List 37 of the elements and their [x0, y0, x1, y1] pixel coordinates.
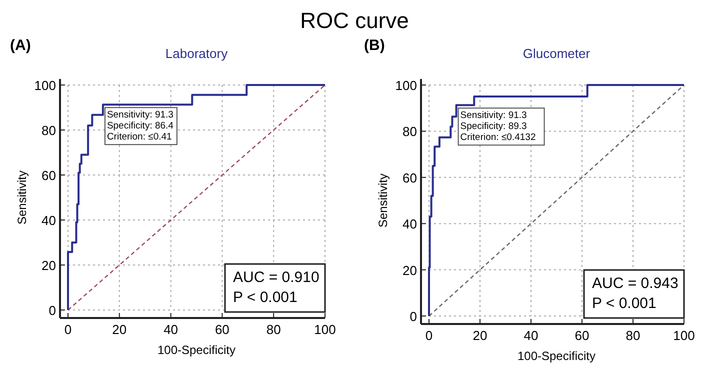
chart-subtitle: Glucometer [522, 46, 591, 61]
annotation: AUC = 0.910 P < 0.001 [233, 269, 320, 306]
x-tick-label: 60 [214, 322, 230, 337]
chart-title: ROC curve [300, 8, 409, 33]
x-tick-label: 0 [64, 322, 72, 337]
x-tick-label: 80 [266, 322, 281, 337]
y-tick-label: 60 [42, 168, 56, 183]
chart-subtitle: Laboratory [165, 46, 228, 61]
y-tick-label: 40 [42, 213, 56, 228]
x-tick-label: 100 [314, 322, 336, 337]
x-axis-title: 100-Specificity [157, 343, 236, 357]
x-axis-title: 100-Specificity [517, 349, 596, 363]
x-tick-label: 100 [673, 328, 695, 343]
y-tick-label: 0 [48, 303, 56, 318]
x-tick-label: 40 [164, 322, 178, 337]
y-tick-label: 100 [395, 78, 417, 93]
x-tick-label: 80 [626, 328, 640, 343]
y-tick-label: 20 [42, 258, 56, 273]
y-tick-label: 80 [402, 124, 417, 140]
y-tick-label: 60 [402, 170, 417, 186]
x-tick-label: 60 [574, 328, 590, 343]
x-tick-label: 40 [524, 328, 538, 343]
y-tick-label: 20 [402, 262, 417, 278]
annotation: Sensitivity: 91.3 Specificity: 86.4 Criterion: ≤0.41 [106, 110, 174, 143]
annotation: AUC = 0.943 P < 0.001 [592, 275, 678, 312]
y-tick-label: 0 [410, 309, 417, 324]
y-axis-title: Sensitivity [15, 170, 29, 225]
x-tick-label: 0 [425, 328, 433, 343]
annotation: Sensitivity: 91.3 Specificity: 89.3 Criterion: ≤0.4132 [460, 110, 536, 144]
x-tick-label: 20 [112, 322, 127, 337]
y-tick-label: 100 [34, 78, 56, 93]
y-axis-title: Sensitivity [376, 173, 390, 228]
x-tick-label: 20 [472, 328, 488, 343]
y-tick-label: 80 [42, 123, 56, 138]
text: (B) [364, 37, 385, 54]
text: (A) [10, 37, 31, 54]
y-tick-label: 40 [402, 216, 417, 232]
